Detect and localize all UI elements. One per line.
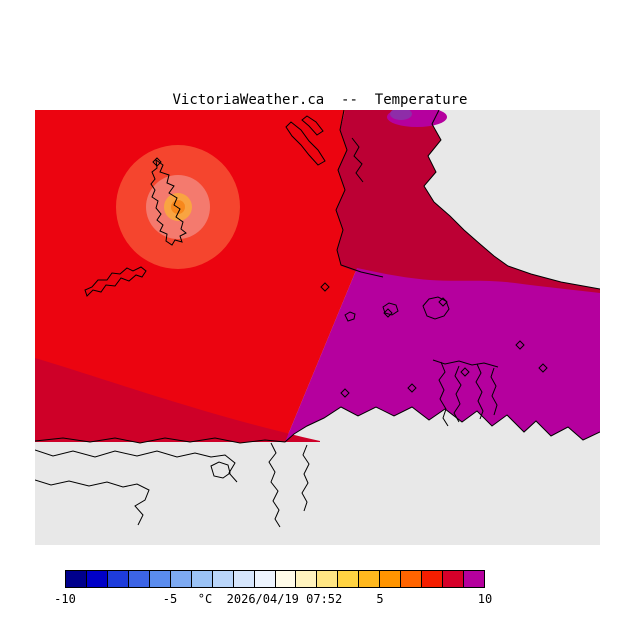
page-title: VictoriaWeather.ca -- Temperature (172, 92, 468, 108)
colorbar-cell (422, 571, 444, 587)
coastline-saanich-peninsula (150, 158, 187, 246)
station-marker-diamond (407, 383, 417, 393)
station-marker-diamond (320, 282, 330, 292)
colorbar-cell (107, 571, 129, 587)
station-marker-diamond (152, 157, 162, 167)
colorbar-cell (212, 571, 234, 587)
coastline-south-shore (34, 406, 601, 444)
map-svg (34, 107, 601, 545)
colorbar-cell (149, 571, 171, 587)
coastline-inlet-1 (438, 361, 449, 427)
coastline-island-blob-2 (382, 302, 399, 316)
coastline-inlet-4 (490, 367, 498, 416)
colorbar (65, 570, 485, 588)
coastline-gray-channel-south (34, 479, 150, 526)
station-marker-diamond (340, 388, 350, 398)
station-marker-diamond (460, 367, 470, 377)
colorbar-cell (401, 571, 423, 587)
colorbar-cell (191, 571, 213, 587)
colorbar-tick-10: 10 (477, 592, 493, 606)
coastline-island-blob-3 (344, 311, 356, 322)
coastline-island-north-2 (301, 115, 324, 136)
units-timestamp-label: °C 2026/04/19 07:52 (197, 592, 343, 606)
colorbar-cell (254, 571, 276, 587)
colorbar-cell (464, 571, 485, 587)
temp-region-magenta (285, 268, 600, 442)
colorbar-cell (128, 571, 150, 587)
colorbar-cell (359, 571, 381, 587)
coastline-inlet-2 (453, 365, 462, 423)
temperature-map (34, 107, 601, 545)
coastline-fjord (351, 137, 364, 183)
coastline-gray-channel-north (34, 449, 238, 483)
coastline-gray-inlet-2 (301, 444, 310, 512)
coastline-gray-island (210, 461, 231, 479)
temp-region-dark-red (35, 358, 320, 442)
colorbar-cell (380, 571, 402, 587)
station-marker-diamond (515, 340, 525, 350)
coastline-mainland-east (423, 109, 601, 290)
colorbar-cell (317, 571, 339, 587)
temp-region-red (35, 110, 357, 443)
temp-region-crimson (336, 110, 600, 296)
station-marker-diamond (438, 297, 448, 307)
coastline-inlet-3 (475, 363, 484, 420)
station-marker-diamond (383, 308, 393, 318)
colorbar-tick-minus5: -5 (162, 592, 178, 606)
colorbar-cell (170, 571, 192, 587)
coastline-gray-inlet-1 (268, 442, 281, 528)
coastline-mainland-west (335, 109, 384, 278)
coastline-island-chain (84, 266, 147, 297)
colorbar-tick-minus10: -10 (54, 592, 76, 606)
colorbar-tick-5: 5 (376, 592, 384, 606)
coastline-island-north-1 (285, 121, 326, 166)
coastline-island-blob-1 (422, 296, 450, 320)
colorbar-cell (66, 571, 87, 587)
colorbar-cell (233, 571, 255, 587)
colorbar-cell (296, 571, 318, 587)
colorbar-cell (275, 571, 297, 587)
colorbar-cell (443, 571, 465, 587)
colorbar-cell (338, 571, 360, 587)
temp-patch-violet (390, 108, 412, 120)
coastline-sound-shore (432, 359, 499, 368)
station-marker-diamond (538, 363, 548, 373)
colorbar-cell (86, 571, 108, 587)
